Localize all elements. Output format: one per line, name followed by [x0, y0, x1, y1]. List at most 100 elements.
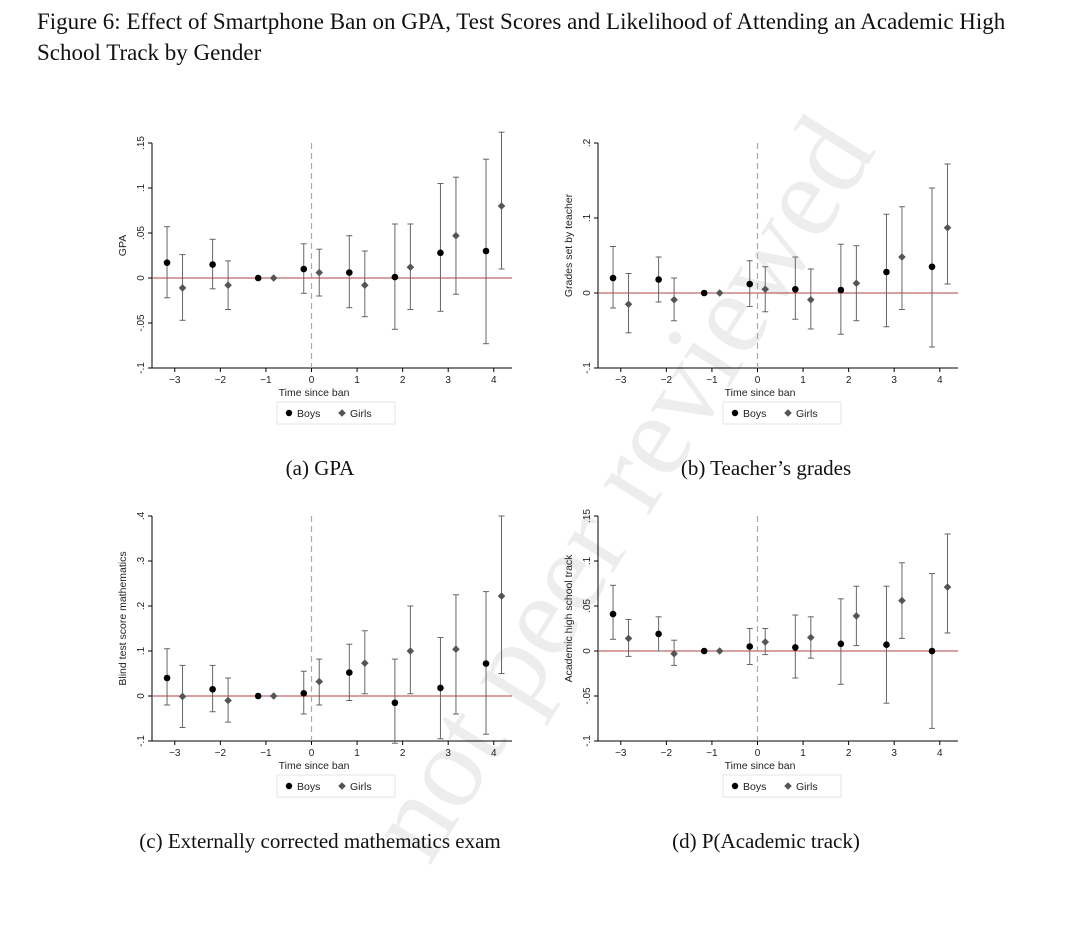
- x-tick-label: −1: [706, 375, 718, 386]
- girls-point: [315, 677, 324, 686]
- x-tick-label: 0: [755, 375, 761, 386]
- girls-point: [269, 692, 278, 700]
- boys-point: [883, 268, 890, 276]
- y-tick-label: .3: [136, 556, 147, 565]
- y-tick-label: 0: [582, 648, 593, 654]
- legend-boys-marker: [285, 782, 293, 790]
- x-tick-label: 0: [309, 375, 315, 386]
- y-tick-label: -.1: [136, 362, 147, 374]
- girls-point: [807, 295, 815, 304]
- y-tick-label: .05: [136, 226, 147, 240]
- chart-math-exam: -.1 0 .1 .2 .3 .4 −3 −2 −1 0 1 2 3 4 Time since ban Bli…: [117, 511, 512, 798]
- y-tick-label: .1: [582, 556, 593, 565]
- x-tick-label: 4: [937, 748, 943, 759]
- figure-title: Figure 6: Effect of Smartphone Ban on GP…: [37, 9, 1006, 65]
- girls-point: [178, 284, 187, 292]
- boys-point: [928, 263, 936, 271]
- y-tick-label: -.1: [582, 362, 593, 374]
- legend-boys-marker: [731, 782, 739, 790]
- x-tick-label: −2: [661, 748, 673, 759]
- x-tick-label: 3: [445, 748, 451, 759]
- x-tick-label: 1: [354, 748, 360, 759]
- girls-point: [624, 634, 633, 643]
- boys-point: [209, 261, 216, 268]
- girls-point: [761, 285, 770, 294]
- boys-point: [163, 259, 171, 266]
- girls-point: [943, 583, 952, 591]
- legend-boys-label: Boys: [297, 408, 320, 420]
- boys-point: [655, 630, 662, 638]
- chart-academic-track: -.1 -.05 0 .05 .1 .15 −3 −2 −1 0 1 2 3 4 Time since ba…: [563, 509, 958, 798]
- caption-c: (c) Externally corrected mathematics exa…: [139, 829, 501, 853]
- x-tick-label: 2: [846, 375, 852, 386]
- y-tick-label: 0: [136, 693, 147, 699]
- girls-point: [852, 279, 861, 288]
- panel-teacher-grades: -.1 0 .1 .2 −3 −2 −1 0 1 2 3 4 Time since ban Grades …: [556, 135, 986, 435]
- x-tick-label: 1: [354, 375, 360, 386]
- x-tick-label: 0: [755, 748, 761, 759]
- legend-boys-label: Boys: [297, 781, 320, 793]
- legend-girls-label: Girls: [796, 781, 818, 793]
- x-tick-label: 2: [400, 375, 406, 386]
- boys-point: [928, 647, 936, 655]
- boys-point: [254, 274, 262, 282]
- y-tick-label: 0: [582, 290, 593, 296]
- y-axis-label: Academic high school track: [563, 554, 575, 683]
- girls-point: [670, 649, 678, 658]
- chart-teacher-grades: -.1 0 .1 .2 −3 −2 −1 0 1 2 3 4 Time since ban Grades …: [563, 138, 958, 425]
- x-tick-label: −2: [661, 375, 673, 386]
- x-tick-label: 4: [491, 748, 497, 759]
- y-axis-label: GPA: [117, 235, 129, 256]
- y-axis-label: Grades set by teacher: [563, 193, 575, 297]
- legend-boys-label: Boys: [743, 781, 766, 793]
- girls-point: [624, 300, 633, 309]
- x-tick-label: 3: [891, 375, 897, 386]
- girls-point: [898, 596, 906, 605]
- y-tick-label: -.1: [136, 735, 147, 747]
- boys-point: [300, 265, 308, 273]
- girls-point: [406, 647, 415, 655]
- x-axis-label: Time since ban: [279, 387, 350, 399]
- girls-point: [497, 202, 506, 210]
- boys-point: [746, 643, 754, 650]
- girls-point: [406, 263, 415, 271]
- legend-boys-marker: [731, 409, 739, 417]
- boys-point: [437, 684, 444, 692]
- y-tick-label: .2: [136, 601, 147, 610]
- y-tick-label: 0: [136, 275, 147, 281]
- x-tick-label: −1: [706, 748, 718, 759]
- y-tick-label: .4: [136, 511, 147, 520]
- boys-point: [300, 690, 308, 697]
- chart-gpa: -.1 -.05 0 .05 .1 .15 −3 −2 −1 0 1 2 3 4 Time since ba…: [117, 131, 512, 425]
- legend-box: [276, 401, 396, 425]
- x-tick-label: 2: [846, 748, 852, 759]
- boys-point: [837, 640, 845, 648]
- panel-gpa: -.1 -.05 0 .05 .1 .15 −3 −2 −1 0 1 2 3 4 Time since ba…: [110, 131, 540, 435]
- boys-point: [700, 647, 708, 655]
- girls-point: [761, 638, 770, 646]
- girls-point: [361, 659, 369, 667]
- x-tick-label: −2: [215, 375, 227, 386]
- x-tick-label: −1: [260, 748, 272, 759]
- x-axis-label: Time since ban: [725, 387, 796, 399]
- girls-point: [224, 696, 232, 705]
- caption-a: (a) GPA: [285, 456, 355, 480]
- boys-point: [482, 247, 490, 255]
- girls-point: [452, 645, 460, 653]
- x-tick-label: −1: [260, 375, 272, 386]
- y-tick-label: .1: [582, 213, 593, 222]
- boys-point: [437, 249, 444, 257]
- boys-point: [346, 269, 353, 276]
- legend-girls-label: Girls: [350, 408, 372, 420]
- legend-boys-label: Boys: [743, 408, 766, 420]
- boys-point: [254, 692, 262, 700]
- girls-point: [715, 647, 724, 655]
- y-axis-label: Blind test score mathematics: [117, 551, 129, 685]
- girls-point: [269, 274, 278, 282]
- x-axis-label: Time since ban: [279, 760, 350, 772]
- girls-point: [807, 633, 815, 642]
- boys-point: [792, 644, 799, 651]
- girls-point: [178, 692, 187, 701]
- y-tick-label: -.05: [582, 687, 593, 705]
- y-tick-label: -.1: [582, 735, 593, 747]
